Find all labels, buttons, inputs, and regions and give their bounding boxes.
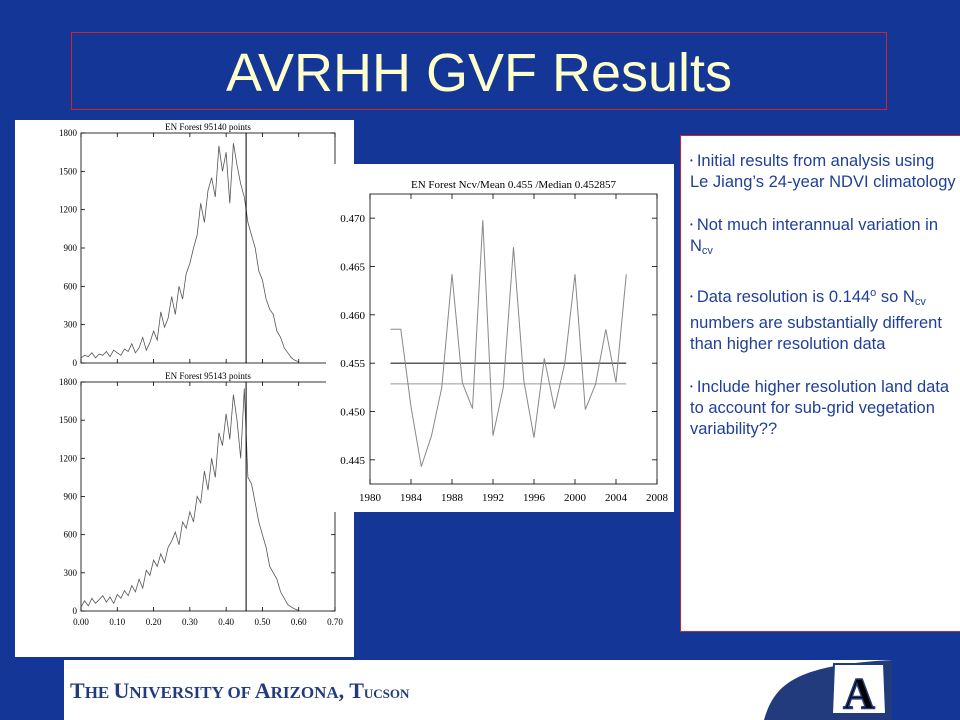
x-tick-label: 1980	[359, 492, 382, 504]
note-text: cv	[701, 245, 713, 257]
x-tick-label: 0.20	[146, 617, 162, 627]
university-logo-icon: A	[830, 663, 888, 719]
plot-frame	[80, 132, 336, 364]
bullet-icon: •	[690, 220, 693, 229]
ncv-series-line	[390, 220, 627, 467]
bullet-icon: •	[690, 156, 693, 165]
x-tick-label: 1988	[441, 492, 464, 504]
note-text: o	[870, 287, 877, 299]
y-tick-label: 600	[64, 530, 78, 540]
x-tick-label: 2000	[564, 492, 587, 504]
y-tick-label: 1800	[59, 128, 78, 138]
y-tick-label: 0	[73, 358, 78, 368]
x-tick-label: 0.60	[291, 617, 307, 627]
x-tick-label: 1984	[400, 492, 423, 504]
y-tick-label: 0.465	[340, 262, 365, 274]
x-tick-label: 1992	[482, 492, 504, 504]
y-tick-label: 1800	[59, 377, 78, 387]
chart-title: EN Forest 95143 points	[165, 371, 251, 381]
x-tick-label: 2008	[646, 492, 669, 504]
y-tick-label: 0.445	[340, 455, 365, 467]
title-box: AVRHH GVF Results	[71, 32, 887, 110]
chart-title: EN Forest Ncv/Mean 0.455 /Median 0.45285…	[411, 179, 616, 191]
x-tick-label: 0.40	[218, 617, 234, 627]
university-name: THE UNIVERSITY OF ARIZONA, TUCSON	[70, 678, 410, 703]
y-tick-label: 0.455	[340, 358, 365, 370]
y-tick-label: 600	[64, 281, 78, 291]
x-tick-label: 0.00	[73, 617, 89, 627]
bullet-icon: •	[690, 382, 693, 391]
y-tick-label: 1200	[59, 453, 78, 463]
y-tick-label: 900	[64, 492, 78, 502]
note-text: Initial results from analysis using Le J…	[690, 152, 956, 191]
note-text: so N	[876, 288, 915, 306]
x-tick-label: 1996	[523, 492, 546, 504]
x-tick-label: 0.30	[182, 617, 198, 627]
x-tick-label: 0.10	[109, 617, 125, 627]
note-item: • Not much interannual variation in Ncv	[690, 214, 957, 262]
plot-frame	[80, 381, 336, 612]
note-item: • Include higher resolution land data to …	[690, 376, 957, 440]
timeseries-chart: EN Forest Ncv/Mean 0.455 /Median 0.45285…	[340, 179, 669, 504]
y-tick-label: 0.470	[340, 213, 365, 225]
x-tick-label: 2004	[605, 492, 628, 504]
bullet-icon: •	[690, 292, 693, 301]
note-text: Not much interannual variation in N	[690, 216, 939, 255]
y-tick-label: 300	[64, 568, 78, 578]
timeseries-panel: EN Forest Ncv/Mean 0.455 /Median 0.45285…	[326, 164, 674, 512]
y-tick-label: 0.460	[340, 310, 365, 322]
note-text: numbers are substantially different than…	[690, 314, 942, 353]
histogram-panel: EN Forest 95140 points 0 300 600 900 1200 1500…	[15, 120, 354, 657]
y-tick-label: 1500	[59, 415, 78, 425]
note-text: Data resolution is 0.144	[696, 288, 871, 306]
y-tick-label: 0.450	[340, 407, 365, 419]
notes-box: • Initial results from analysis using Le …	[680, 135, 960, 632]
footer-banner: THE UNIVERSITY OF ARIZONA, TUCSON A	[64, 660, 892, 720]
y-tick-label: 0	[73, 606, 78, 616]
note-text: Include higher resolution land data to a…	[690, 378, 950, 438]
y-tick-label: 300	[64, 320, 78, 330]
notes-list: • Initial results from analysis using Le …	[690, 150, 957, 440]
note-text: cv	[914, 296, 926, 308]
chart-title: EN Forest 95140 points	[165, 122, 251, 132]
histogram-line	[80, 388, 299, 611]
y-tick-label: 1500	[59, 166, 78, 176]
svg-text:A: A	[843, 669, 875, 718]
histogram-line	[80, 143, 299, 363]
note-item: • Data resolution is 0.144o so Ncv number…	[690, 283, 957, 355]
x-tick-label: 0.70	[327, 617, 343, 627]
plot-frame	[369, 193, 658, 485]
y-tick-label: 900	[64, 243, 78, 253]
x-tick-label: 0.50	[255, 617, 271, 627]
histogram-charts: EN Forest 95140 points 0 300 600 900 1200 1500…	[59, 122, 343, 627]
note-item: • Initial results from analysis using Le …	[690, 150, 957, 193]
slide-title: AVRHH GVF Results	[225, 43, 733, 103]
y-tick-label: 1200	[59, 205, 78, 215]
